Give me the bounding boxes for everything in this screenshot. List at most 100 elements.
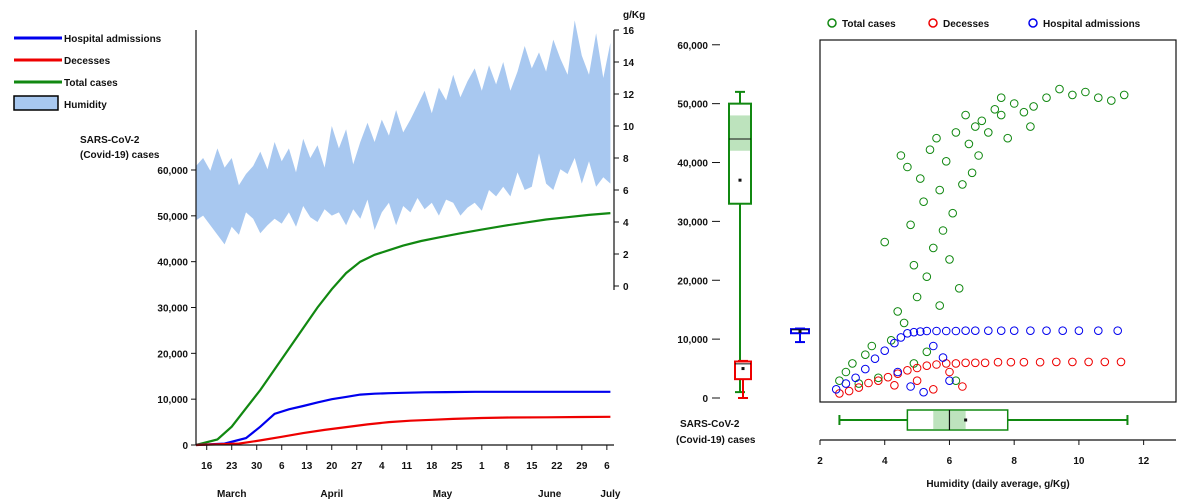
scatter-point-0-20 [929, 243, 938, 253]
scatter-point-1-8 [912, 363, 922, 373]
timeseries-left-ylabel-line2: (Covid-19) cases [80, 150, 160, 161]
scatter-point-1-12 [951, 359, 961, 368]
scatter-legend: Total cases Decesses Hospital admissions [827, 18, 1141, 30]
scatter-point-0-48 [1119, 90, 1129, 100]
scatter-point-2-20 [1026, 326, 1035, 336]
right-tick-label-3: 6 [623, 186, 629, 197]
scatter-point-0-39 [1009, 99, 1019, 108]
scatter-point-2-22 [1058, 326, 1067, 336]
scatter-point-2-24 [1094, 326, 1103, 336]
left-tick-label-3: 30,000 [157, 304, 188, 315]
scatter-point-0-2 [848, 359, 857, 368]
scatter-point-2-8 [903, 329, 912, 338]
scatter-point-2-14 [951, 326, 961, 336]
legend-label-0: Hospital admissions [64, 34, 162, 45]
scatter-point-1-9 [922, 361, 932, 371]
box-tick-label-2: 20,000 [677, 276, 708, 287]
scatter-point-2-7 [896, 333, 906, 342]
scatter-x-tick-label-3: 8 [1011, 456, 1017, 467]
scatter-chart: Total cases Decesses Hospital admissions 2… [817, 18, 1177, 490]
scatter-point-0-17 [919, 197, 928, 206]
scatter-point-0-41 [1029, 102, 1038, 111]
x-tick-label-9: 18 [426, 461, 438, 472]
series-line-1 [195, 390, 611, 447]
scatter-point-2-5 [880, 346, 890, 356]
scatter-x-tick-label-0: 2 [817, 456, 823, 467]
legend-label-3: Humidity [64, 100, 107, 111]
scatter-point-2-1 [841, 379, 851, 388]
scatter-point-0-52 [935, 301, 945, 310]
scatter-point-0-11 [899, 318, 909, 328]
box-tick-label-0: 0 [702, 394, 708, 405]
x-month-label-2: May [433, 489, 453, 500]
scatter-point-2-26 [906, 382, 915, 391]
scatter-point-0-36 [990, 105, 1000, 114]
legend-label-2: Total cases [64, 78, 118, 89]
boxplot-title-line1: SARS-CoV-2 [680, 419, 740, 430]
scatter-point-1-1 [844, 386, 854, 396]
scatter-point-0-38 [1003, 133, 1013, 143]
scatter-point-1-20 [1052, 357, 1061, 367]
scatter-point-0-5 [867, 341, 877, 351]
scatter-point-1-17 [1006, 357, 1016, 367]
boxplot-title-line2: (Covid-19) cases [676, 435, 756, 446]
legend-swatch-humidity [13, 95, 59, 111]
scatter-point-0-22 [935, 185, 945, 195]
scatter-point-1-4 [874, 376, 883, 386]
scatter-point-0-35 [984, 128, 993, 137]
scatter-point-0-15 [912, 292, 922, 302]
scatter-point-0-12 [903, 162, 912, 172]
scatter-point-0-50 [996, 93, 1006, 102]
scatter-point-0-46 [1094, 93, 1103, 102]
right-tick-label-1: 2 [623, 250, 629, 261]
humidity-band [196, 20, 611, 245]
scatter-point-0-1 [841, 367, 851, 377]
x-tick-label-0: 16 [201, 461, 213, 472]
scatter-point-2-16 [971, 326, 980, 336]
scatter-point-2-21 [1042, 326, 1051, 336]
timeseries-lines [195, 212, 611, 447]
box-shade-0 [730, 115, 750, 151]
scatter-point-1-24 [1116, 357, 1126, 367]
x-tick-label-7: 4 [379, 461, 385, 472]
scatter-point-1-14 [971, 358, 980, 368]
scatter-point-0-55 [951, 376, 961, 386]
scatter-point-0-54 [909, 359, 919, 368]
scatter-point-2-10 [916, 327, 925, 336]
right-tick-label-5: 10 [623, 122, 635, 133]
scatter-point-2-25 [1113, 326, 1122, 336]
timeseries-right-ylabel: g/Kg [623, 10, 645, 21]
scatter-point-0-8 [886, 336, 896, 345]
x-tick-label-14: 22 [551, 461, 563, 472]
box-mean-1 [741, 367, 745, 371]
scatter-point-0-34 [977, 116, 987, 126]
x-tick-label-8: 11 [401, 461, 412, 472]
x-tick-label-15: 29 [576, 461, 588, 472]
scatter-point-1-10 [932, 360, 941, 369]
scatter-point-1-28 [945, 367, 954, 377]
timeseries-chart: Hospital admissions Decesses Total cases Hu… [13, 10, 645, 500]
scatter-point-0-23 [938, 226, 948, 235]
x-tick-label-1: 23 [226, 461, 238, 472]
scatter-point-2-15 [961, 326, 970, 336]
x-tick-label-5: 20 [326, 461, 338, 472]
scatter-xlabel: Humidity (daily average, g/Kg) [926, 479, 1069, 490]
scatter-plot-frame [819, 39, 1177, 403]
scatter-point-2-11 [922, 326, 932, 336]
scatter-point-0-24 [941, 157, 951, 166]
scatter-point-0-45 [1081, 87, 1090, 97]
scatter-point-0-25 [945, 255, 954, 264]
scatter-point-0-30 [961, 110, 970, 120]
scatter-point-1-26 [929, 385, 938, 394]
scatter-point-1-18 [1019, 357, 1029, 367]
x-month-label-1: April [320, 489, 343, 500]
scatter-point-2-4 [870, 354, 880, 364]
scatter-legend-marker-1 [928, 18, 938, 28]
scatter-legend-label-1: Decesses [943, 19, 990, 30]
scatter-point-0-47 [1107, 96, 1116, 105]
scatter-point-0-9 [893, 307, 903, 316]
scatter-point-1-5 [883, 372, 893, 382]
scatter-point-2-28 [938, 353, 948, 362]
scatter-point-1-27 [890, 381, 899, 390]
right-tick-label-2: 4 [623, 218, 629, 229]
